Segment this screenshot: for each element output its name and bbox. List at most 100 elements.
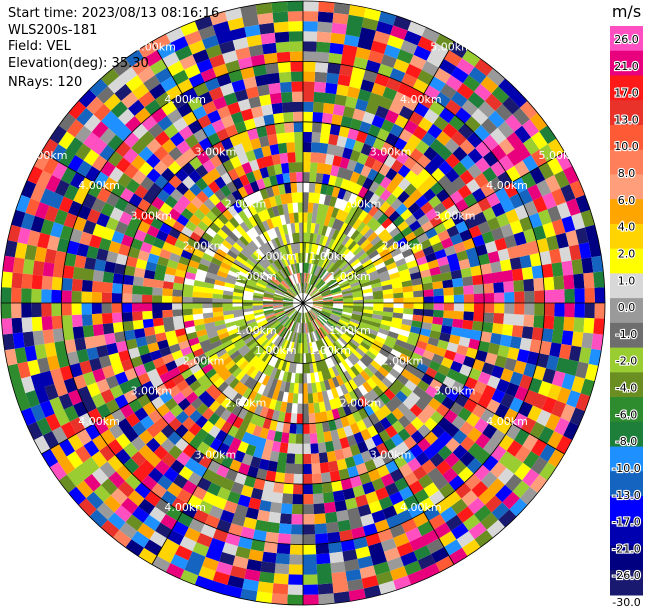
colorbar-cell	[610, 248, 643, 274]
range-ring-label: 1.00km	[255, 344, 297, 357]
azimuth-spoke-300	[41, 151, 304, 304]
azimuth-spoke-60	[302, 151, 565, 304]
range-ring-label: 1.00km	[255, 250, 297, 263]
range-ring-label: 2.00km	[382, 240, 424, 253]
colorbar-tick-label: 13.0	[614, 113, 639, 126]
colorbar-cell	[610, 520, 643, 547]
colorbar: m/s 26.0 21.0 17.0 13.0 10.0 8.0 6.0 4.0 2.0 1.0 0…	[610, 2, 643, 607]
colorbar-tick-label: 0.0	[618, 301, 636, 314]
colorbar-tick-label: -17.0	[612, 516, 640, 529]
colorbar-tick-label: 21.0	[614, 60, 639, 73]
range-ring-label: 1.00km	[309, 344, 351, 357]
range-ring-label: 2.00km	[382, 354, 424, 367]
colorbar-tick-label: 26.0	[614, 33, 639, 46]
colorbar-tick-label: 17.0	[614, 87, 639, 100]
azimuth-spokes	[1, 1, 605, 605]
instrument-name: WLS200s-181	[8, 22, 98, 38]
colorbar-cell	[610, 421, 643, 448]
colorbar-cell	[610, 322, 643, 349]
colorbar-ticks: 26.0 21.0 17.0 13.0 10.0 8.0 6.0 4.0 2.0 1.0 0.0 -1…	[611, 32, 642, 607]
colorbar-unit: m/s	[612, 2, 641, 21]
colorbar-cell	[610, 124, 643, 151]
colorbar-tick-label: -4.0	[616, 382, 637, 395]
range-ring-label: 1.00km	[235, 324, 277, 337]
colorbar-tick-label: -26.0	[612, 569, 640, 582]
colorbar-cell	[610, 570, 643, 596]
colorbar-cell	[610, 496, 643, 522]
colorbar-cell	[610, 545, 643, 571]
colorbar-tick-label: 8.0	[618, 167, 636, 180]
range-ring-label: 1.00km	[235, 270, 277, 283]
colorbar-cell	[610, 50, 643, 76]
colorbar-tick-label: 4.0	[618, 221, 636, 234]
range-ring-label: 4.00km	[164, 501, 206, 514]
azimuth-spoke-150	[302, 302, 455, 565]
nrays: NRays: 120	[8, 75, 83, 90]
start-time: Start time: 2023/08/13 08:16:16	[8, 6, 220, 21]
colorbar-cell	[610, 100, 643, 126]
gate-group-19	[4, 11, 579, 579]
range-ring-label: 3.00km	[434, 209, 476, 222]
ppi-plot: 1.00km 1.00km 1.00km 1.00km 1.00km 1.00km 1.00…	[0, 0, 606, 606]
azimuth-spoke-330	[151, 41, 304, 304]
range-ring-label: 3.00km	[370, 449, 412, 462]
range-ring-label: 2.00km	[225, 396, 267, 409]
range-ring-label: 4.00km	[400, 501, 442, 514]
range-ring-label: 4.00km	[400, 93, 442, 106]
gate-group-6	[37, 2, 589, 592]
range-ring-label: 2.00km	[183, 354, 225, 367]
colorbar-tick-label: -2.0	[616, 355, 637, 368]
range-ring-label: 4.00km	[78, 179, 120, 192]
colorbar-cell	[610, 199, 643, 225]
range-ring-label: 5.00km	[539, 149, 581, 162]
azimuth-spoke-30	[302, 41, 455, 304]
colorbar-tick-label: 6.0	[618, 194, 636, 207]
elevation: Elevation(deg): 35.30	[8, 55, 149, 71]
colorbar-cell	[610, 223, 643, 250]
colorbar-tick-label: -8.0	[616, 435, 637, 448]
range-ring-label: 4.00km	[486, 179, 528, 192]
colorbar-tick-label: 1.0	[618, 274, 636, 287]
colorbar-cell	[610, 26, 643, 52]
colorbar-cells	[610, 26, 643, 596]
colorbar-cell	[610, 273, 643, 299]
range-ring-label: 3.00km	[370, 145, 412, 158]
range-ring-label: 2.00km	[340, 198, 382, 211]
range-ring-label: 2.00km	[183, 240, 225, 253]
azimuth-spoke-240	[41, 302, 304, 455]
colorbar-cell	[610, 471, 643, 497]
colorbar-tick-label: -21.0	[612, 542, 640, 555]
colorbar-tick-label: -30.0	[612, 596, 640, 607]
colorbar-tick-label: -10.0	[612, 462, 640, 475]
range-ring-label: 4.00km	[164, 93, 206, 106]
gate-group-1	[32, 21, 594, 605]
colorbar-tick-label: -13.0	[612, 489, 640, 502]
gate-group-15	[27, 11, 606, 605]
scan-info: Start time: 2023/08/13 08:16:16 WLS200s-…	[8, 6, 219, 92]
azimuth-spoke-120	[302, 302, 565, 455]
range-ring-label: 2.00km	[225, 198, 267, 211]
range-ring-label: 4.00km	[78, 415, 120, 428]
colorbar-cell	[610, 347, 643, 373]
colorbar-tick-label: -6.0	[616, 408, 637, 421]
gate-group-16	[12, 36, 592, 599]
range-ring-label: 5.00km	[430, 41, 472, 54]
range-ring-label: 1.00km	[329, 270, 371, 283]
colorbar-cell	[610, 372, 643, 398]
range-ring-label: 3.00km	[195, 145, 237, 158]
colorbar-tick-label: -1.0	[616, 328, 637, 341]
colorbar-cell	[610, 298, 643, 324]
colorbar-cell	[610, 174, 643, 200]
range-ring-label: 5.00km	[26, 149, 68, 162]
range-ring-label: 2.00km	[340, 396, 382, 409]
field-name: Field: VEL	[8, 39, 71, 54]
range-ring-label: 5.00km	[134, 41, 176, 54]
range-ring-labels: 1.00km 1.00km 1.00km 1.00km 1.00km 1.00km 1.00…	[26, 41, 580, 514]
colorbar-cell	[610, 149, 643, 175]
azimuth-spoke-210	[151, 302, 304, 565]
range-ring-label: 4.00km	[486, 415, 528, 428]
colorbar-tick-label: 10.0	[614, 140, 639, 153]
colorbar-tick-label: 2.0	[618, 248, 636, 261]
colorbar-cell	[610, 397, 643, 423]
range-ring-label: 1.00km	[329, 324, 371, 337]
